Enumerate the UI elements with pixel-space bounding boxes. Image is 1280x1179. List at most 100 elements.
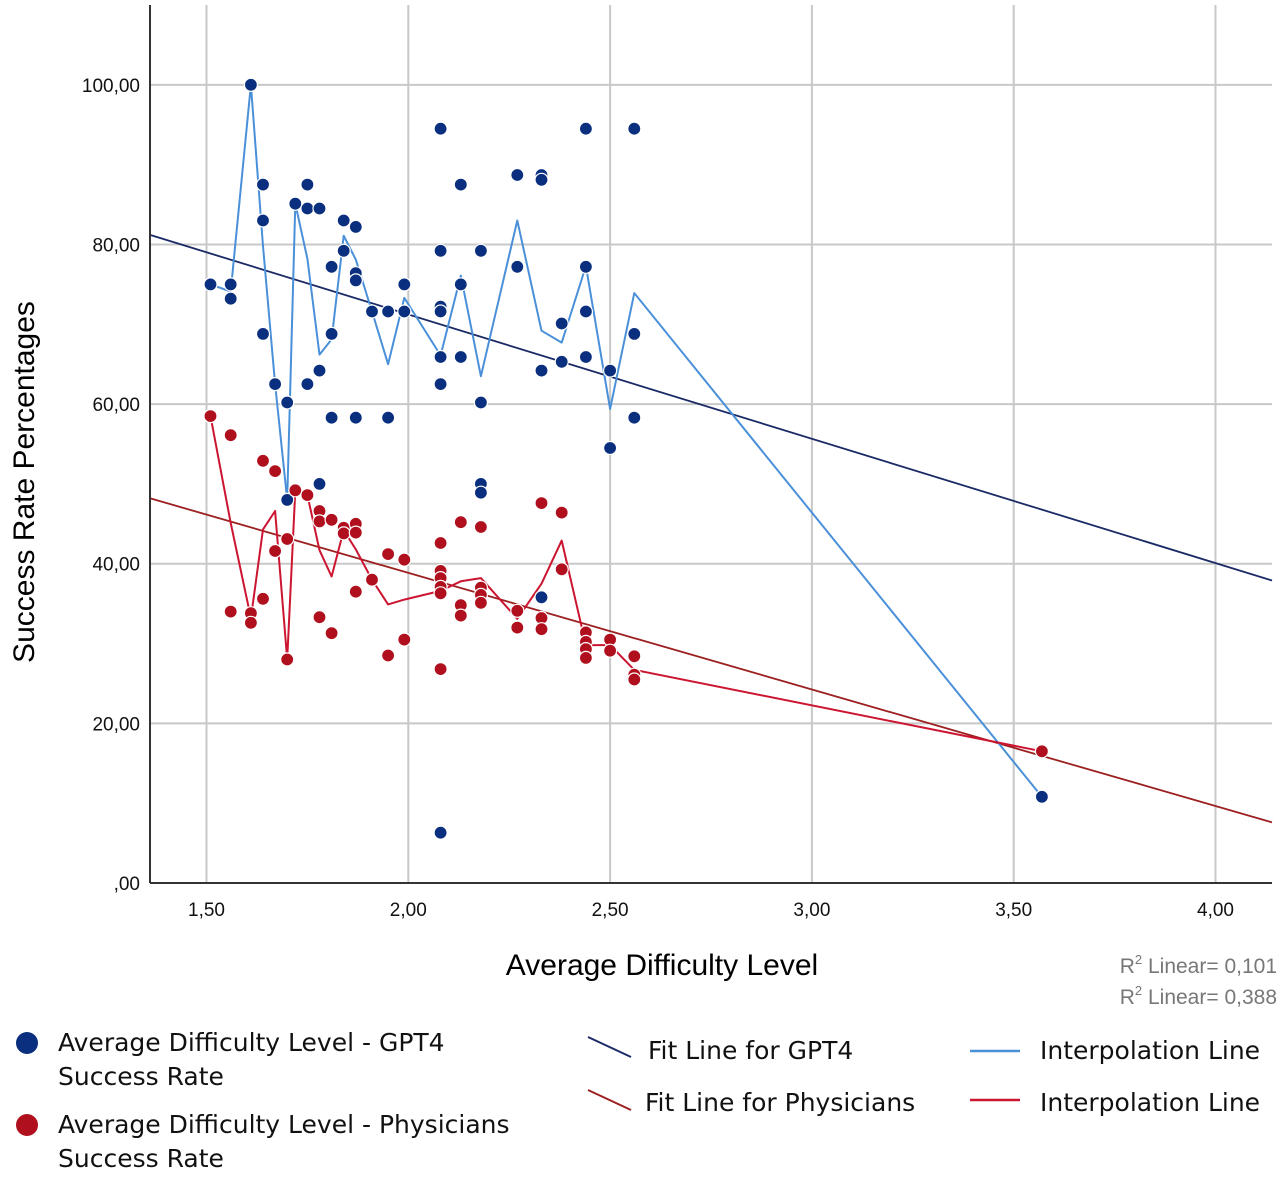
data-point-physicians bbox=[280, 652, 295, 667]
data-point-physicians bbox=[348, 525, 363, 540]
r2-label-gpt4: R2 Linear= 0,101 bbox=[1120, 952, 1277, 978]
y-tick-label: 60,00 bbox=[92, 395, 140, 416]
legend: Average Difficulty Level - GPT4 Success … bbox=[16, 1028, 1260, 1173]
legend-gpt4-marker bbox=[16, 1032, 38, 1054]
data-point-gpt4 bbox=[203, 277, 218, 292]
data-point-gpt4 bbox=[534, 590, 549, 605]
data-point-gpt4 bbox=[336, 213, 351, 228]
y-tick-label: 40,00 bbox=[92, 555, 140, 576]
data-point-physicians bbox=[534, 496, 549, 511]
data-point-physicians bbox=[627, 672, 642, 687]
legend-gpt4-label-line1: Average Difficulty Level - GPT4 bbox=[58, 1028, 445, 1057]
x-tick-label: 4,00 bbox=[1197, 900, 1234, 921]
data-point-physicians bbox=[324, 626, 339, 641]
data-point-physicians bbox=[473, 519, 488, 535]
data-point-physicians bbox=[364, 572, 380, 587]
data-point-gpt4 bbox=[433, 825, 448, 840]
data-point-gpt4 bbox=[255, 326, 271, 341]
data-point-gpt4 bbox=[578, 259, 594, 274]
data-point-physicians bbox=[1034, 744, 1050, 759]
data-point-physicians bbox=[336, 526, 351, 541]
data-point-gpt4 bbox=[1034, 789, 1050, 804]
data-point-gpt4 bbox=[397, 304, 412, 319]
data-point-physicians bbox=[255, 453, 271, 468]
data-point-physicians bbox=[324, 512, 339, 527]
data-point-gpt4 bbox=[223, 291, 238, 306]
fit-line-gpt4 bbox=[149, 234, 1273, 582]
gridlines bbox=[150, 5, 1272, 883]
legend-physicians-label-line2: Success Rate bbox=[58, 1144, 224, 1173]
data-point-physicians bbox=[602, 643, 618, 658]
data-point-gpt4 bbox=[578, 121, 594, 136]
y-axis-title: Success Rate Percentages bbox=[8, 301, 41, 663]
y-tick-label: 20,00 bbox=[92, 714, 140, 735]
data-point-gpt4 bbox=[312, 363, 327, 378]
data-point-physicians bbox=[578, 650, 594, 666]
data-point-gpt4 bbox=[348, 410, 363, 425]
data-point-gpt4 bbox=[381, 410, 396, 425]
data-points bbox=[203, 77, 1050, 840]
data-point-gpt4 bbox=[300, 201, 315, 216]
data-point-physicians bbox=[300, 488, 315, 503]
interpolation-line-physicians bbox=[209, 415, 1043, 753]
data-point-gpt4 bbox=[433, 121, 448, 136]
x-tick-label: 3,50 bbox=[995, 900, 1032, 921]
x-tick-label: 1,50 bbox=[188, 900, 225, 921]
legend-interp-physicians-label: Interpolation Line bbox=[1040, 1088, 1260, 1117]
data-point-physicians bbox=[554, 562, 569, 577]
data-point-physicians bbox=[397, 552, 412, 567]
axes bbox=[149, 5, 1272, 884]
data-point-gpt4 bbox=[510, 167, 525, 183]
data-point-physicians bbox=[627, 649, 642, 664]
x-tick-labels: 1,50 2,00 2,50 3,00 3,50 4,00 bbox=[188, 900, 1234, 921]
data-point-physicians bbox=[554, 505, 569, 520]
data-point-physicians bbox=[381, 546, 396, 562]
data-point-gpt4 bbox=[433, 304, 448, 319]
data-point-gpt4 bbox=[364, 304, 380, 319]
data-point-gpt4 bbox=[578, 304, 594, 319]
data-point-gpt4 bbox=[324, 410, 339, 425]
r2-label-physicians: R2 Linear= 0,388 bbox=[1120, 983, 1277, 1009]
legend-fit-gpt4-label: Fit Line for GPT4 bbox=[648, 1036, 853, 1065]
data-point-physicians bbox=[243, 615, 258, 630]
data-point-gpt4 bbox=[336, 243, 351, 258]
data-point-gpt4 bbox=[453, 349, 468, 365]
data-point-gpt4 bbox=[348, 273, 363, 288]
data-point-gpt4 bbox=[433, 377, 448, 392]
data-point-gpt4 bbox=[433, 243, 448, 258]
data-point-physicians bbox=[288, 483, 303, 498]
legend-fit-gpt4-swatch bbox=[587, 1036, 632, 1058]
x-axis-title: Average Difficulty Level bbox=[506, 949, 818, 982]
data-point-physicians bbox=[453, 608, 468, 623]
x-tick-label: 3,00 bbox=[793, 900, 830, 921]
data-point-gpt4 bbox=[627, 326, 642, 341]
data-point-physicians bbox=[203, 409, 218, 424]
data-point-physicians bbox=[223, 604, 238, 619]
legend-fit-physicians-swatch bbox=[587, 1089, 632, 1111]
data-point-gpt4 bbox=[268, 377, 283, 392]
data-point-physicians bbox=[223, 428, 238, 443]
data-point-gpt4 bbox=[324, 326, 339, 341]
data-point-physicians bbox=[348, 584, 363, 599]
interpolation-lines bbox=[209, 83, 1043, 798]
data-point-physicians bbox=[268, 464, 283, 479]
data-point-gpt4 bbox=[397, 277, 412, 292]
data-point-physicians bbox=[255, 591, 271, 606]
data-point-physicians bbox=[534, 622, 549, 637]
data-point-physicians bbox=[280, 531, 295, 547]
data-point-gpt4 bbox=[473, 243, 488, 258]
data-point-gpt4 bbox=[300, 177, 315, 192]
data-point-gpt4 bbox=[348, 219, 363, 234]
data-point-gpt4 bbox=[627, 121, 642, 136]
data-point-gpt4 bbox=[602, 440, 618, 456]
data-point-physicians bbox=[510, 620, 525, 635]
data-point-physicians bbox=[433, 661, 448, 677]
data-point-gpt4 bbox=[312, 476, 327, 491]
data-point-gpt4 bbox=[453, 177, 468, 192]
data-point-gpt4 bbox=[280, 395, 295, 410]
y-tick-label: ,00 bbox=[114, 874, 140, 895]
data-point-gpt4 bbox=[453, 277, 468, 292]
legend-interp-gpt4-label: Interpolation Line bbox=[1040, 1036, 1260, 1065]
data-point-physicians bbox=[453, 515, 468, 530]
